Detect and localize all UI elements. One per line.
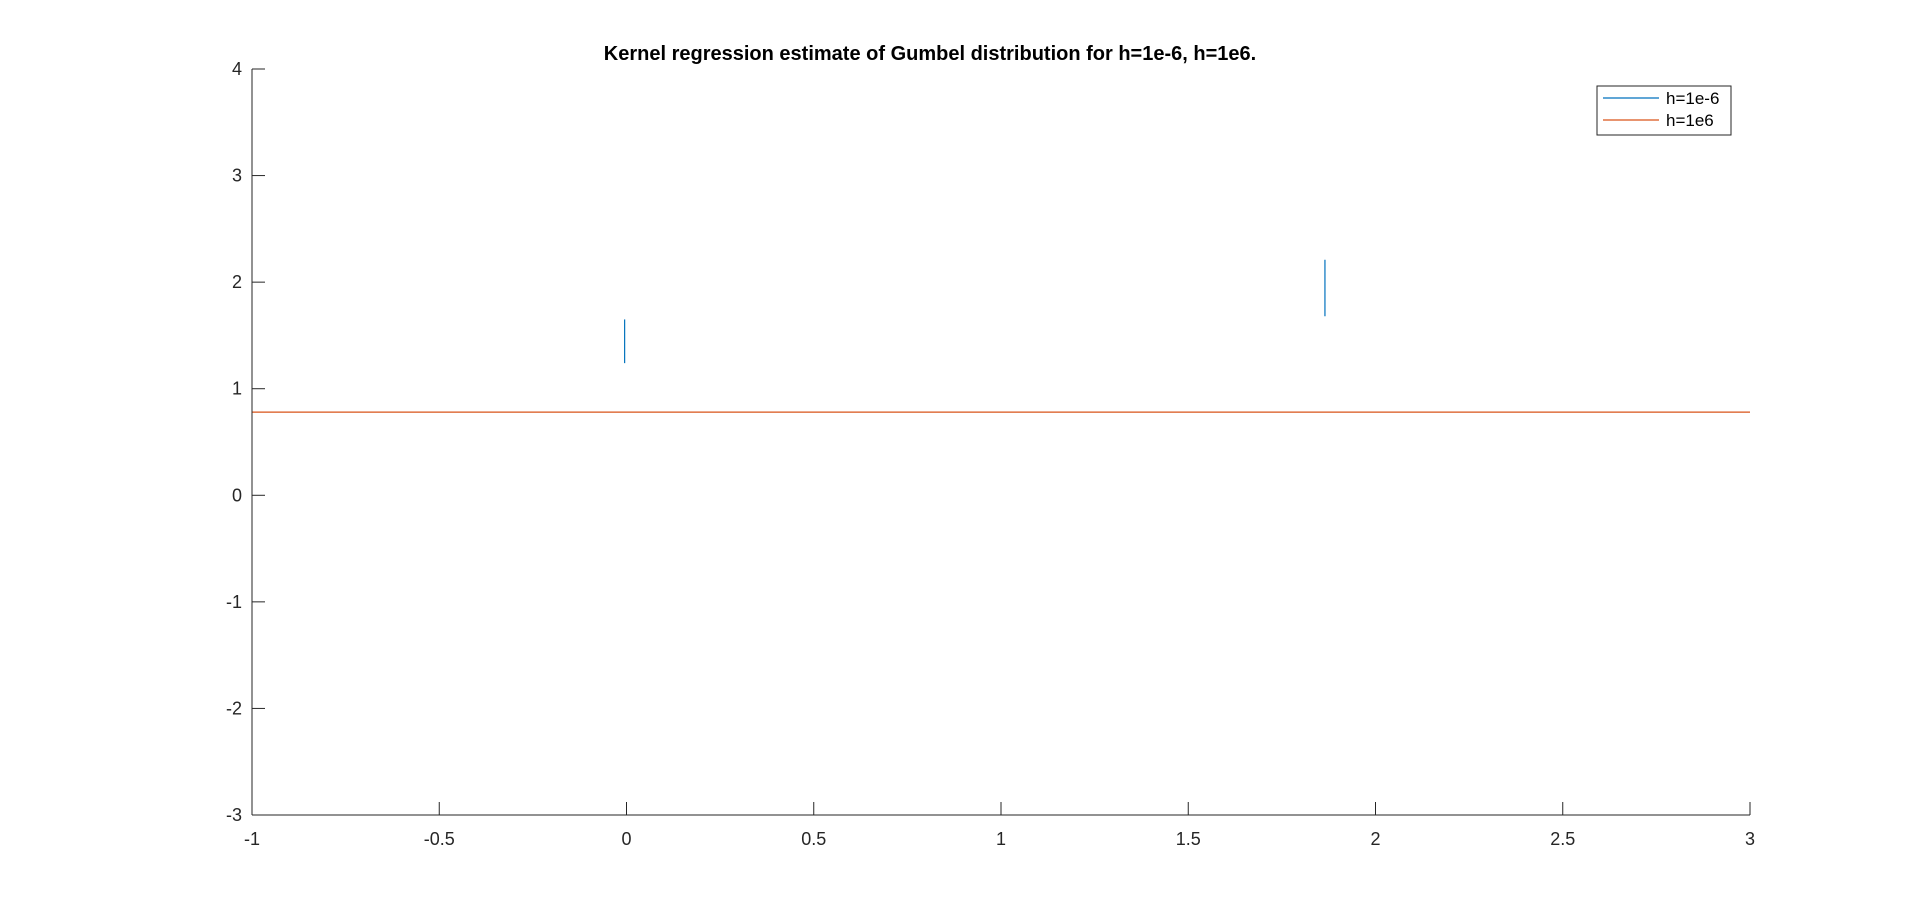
- x-tick-label: -1: [244, 829, 260, 849]
- x-tick-label: 0.5: [801, 829, 826, 849]
- y-tick-label: -2: [226, 698, 242, 718]
- x-tick-label: 0: [621, 829, 631, 849]
- y-tick-label: -3: [226, 805, 242, 825]
- x-tick-label: 1.5: [1176, 829, 1201, 849]
- chart-title: Kernel regression estimate of Gumbel dis…: [604, 43, 1256, 65]
- legend-label-2: h=1e6: [1666, 111, 1714, 130]
- x-tick-label: 2.5: [1550, 829, 1575, 849]
- y-tick-label: 1: [232, 379, 242, 399]
- axes: -1 -0.5 0 0.5 1 1.5 2 2.5 3 -3 -2 -1 0 1 2 3 4: [226, 59, 1755, 849]
- x-tick-label: 2: [1370, 829, 1380, 849]
- legend-box: [1596, 85, 1732, 136]
- plot-area: [252, 259, 1750, 413]
- x-tick-label: 1: [996, 829, 1006, 849]
- y-tick-label: 2: [232, 272, 242, 292]
- legend[interactable]: h=1e-6 h=1e6: [1596, 85, 1732, 136]
- y-tick-label: -1: [226, 592, 242, 612]
- y-tick-label: 4: [232, 59, 242, 79]
- legend-label-1: h=1e-6: [1666, 89, 1719, 108]
- y-tick-label: 0: [232, 485, 242, 505]
- y-tick-label: 3: [232, 166, 242, 186]
- x-tick-label: -0.5: [424, 829, 455, 849]
- x-tick-label: 3: [1745, 829, 1755, 849]
